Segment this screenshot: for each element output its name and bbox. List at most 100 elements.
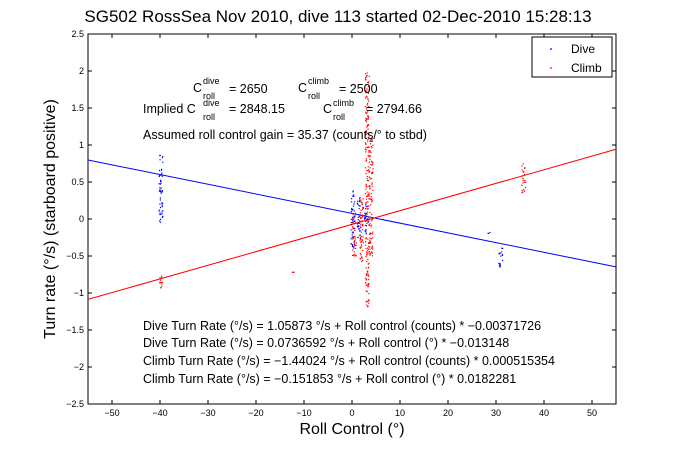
data-point-climb	[366, 169, 368, 172]
c-climb-sup: climb	[308, 76, 329, 86]
data-point-climb	[366, 125, 368, 127]
c-dive-label: C	[193, 81, 202, 95]
data-point-climb	[365, 205, 367, 207]
data-point-climb	[365, 201, 367, 204]
data-point-climb	[372, 231, 374, 233]
data-point-climb	[367, 124, 370, 126]
data-point-climb	[367, 166, 369, 168]
data-point-dive	[365, 225, 368, 227]
data-point-climb	[360, 231, 362, 233]
data-point-climb	[359, 237, 361, 239]
data-point-climb	[370, 198, 372, 200]
data-point-dive	[160, 192, 162, 194]
data-point-climb	[366, 104, 368, 106]
x-tick-label: −30	[200, 408, 215, 418]
data-point-climb	[372, 171, 374, 173]
data-point-climb	[353, 235, 356, 237]
data-point-climb	[361, 224, 364, 226]
data-point-dive	[351, 232, 354, 234]
data-point-climb	[368, 133, 370, 135]
data-point-climb	[362, 198, 364, 200]
implied-climb-label: C	[323, 102, 332, 116]
data-point-dive	[159, 213, 161, 216]
data-point-dive	[353, 210, 355, 212]
data-point-climb	[364, 277, 367, 279]
data-point-climb	[372, 189, 374, 192]
data-point-climb	[365, 183, 367, 185]
data-point-dive	[159, 220, 161, 222]
data-point-climb	[369, 188, 371, 190]
data-point-climb	[366, 126, 368, 128]
data-point-climb	[369, 232, 371, 234]
data-point-climb	[371, 218, 373, 221]
legend-label-climb: Climb	[571, 61, 602, 75]
data-point-climb	[521, 192, 523, 194]
data-point-climb	[369, 178, 371, 180]
data-point-climb	[370, 242, 372, 244]
data-point-climb	[361, 202, 363, 204]
data-point-climb	[353, 216, 355, 219]
data-point-climb	[369, 150, 371, 152]
y-axis-ticks: −2.5 −2 −1.5 −1 −0.5 0 0.5 1 1.5 2 2.5	[66, 29, 616, 409]
data-point-climb	[364, 142, 367, 144]
data-point-climb	[368, 180, 370, 182]
data-point-climb	[368, 185, 370, 187]
data-point-dive	[358, 228, 360, 230]
implied-dive-value: = 2848.15	[229, 102, 285, 116]
data-point-dive	[364, 216, 366, 219]
data-point-climb	[367, 92, 370, 94]
data-point-climb	[354, 236, 356, 238]
data-point-climb	[369, 198, 371, 200]
data-point-climb	[371, 182, 373, 184]
data-point-climb	[372, 168, 374, 170]
data-point-climb	[369, 176, 371, 178]
data-point-dive	[357, 225, 360, 227]
data-point-climb	[366, 211, 369, 213]
data-point-dive	[356, 223, 358, 225]
data-point-dive	[160, 191, 162, 193]
data-point-climb	[372, 144, 374, 146]
c-climb-label: C	[298, 81, 307, 95]
data-point-climb	[360, 254, 362, 256]
data-point-dive	[353, 218, 355, 220]
data-point-dive	[352, 195, 354, 197]
data-point-dive	[353, 194, 355, 196]
data-point-dive	[489, 232, 491, 234]
x-tick-label: −50	[104, 408, 119, 418]
data-point-climb	[370, 252, 372, 254]
data-point-dive	[158, 175, 160, 178]
data-point-dive	[499, 263, 501, 265]
data-point-dive	[158, 190, 160, 192]
data-point-climb	[359, 212, 362, 214]
data-point-dive	[160, 168, 163, 170]
data-point-climb	[160, 279, 162, 281]
data-point-climb	[370, 177, 373, 180]
data-point-dive	[357, 203, 359, 205]
data-point-climb	[371, 198, 373, 200]
data-point-climb	[365, 131, 367, 133]
y-tick-label: −0.5	[66, 251, 84, 261]
data-point-climb	[353, 254, 355, 256]
data-point-dive	[161, 205, 163, 208]
fit-line-dive	[87, 159, 617, 268]
data-point-climb	[369, 233, 371, 236]
data-point-dive	[357, 222, 359, 224]
data-point-dive	[350, 238, 352, 240]
data-point-climb	[355, 255, 357, 257]
data-point-climb	[370, 163, 372, 166]
data-point-climb	[369, 143, 372, 145]
data-point-dive	[353, 243, 356, 245]
data-point-climb	[521, 189, 523, 192]
data-point-climb	[366, 304, 368, 306]
data-point-dive	[352, 219, 354, 221]
data-point-climb	[369, 223, 371, 225]
x-tick-label: 40	[539, 408, 549, 418]
data-point-dive	[162, 203, 164, 205]
data-point-climb	[360, 244, 363, 246]
data-point-climb	[366, 254, 368, 256]
data-point-climb	[351, 254, 354, 256]
data-point-climb	[368, 220, 370, 222]
data-point-climb	[372, 217, 374, 219]
data-point-climb	[368, 278, 370, 281]
data-point-dive	[159, 189, 161, 191]
